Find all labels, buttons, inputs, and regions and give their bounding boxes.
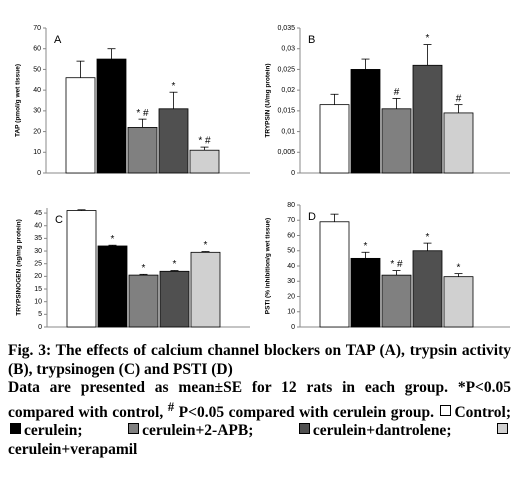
caption-note: Data are presented as mean±SE for 12 rat…	[8, 379, 511, 459]
y-tick-label: 10	[33, 149, 41, 156]
bar	[65, 77, 96, 174]
annotation: *	[457, 262, 461, 273]
y-tick-label: 30	[287, 278, 295, 285]
bar	[443, 112, 474, 174]
bar	[443, 276, 474, 328]
y-tick-label: 30	[33, 108, 41, 115]
y-axis-label: TRYPSINOGEN (ng/mg protein)	[16, 219, 23, 316]
y-tick-label: 25	[34, 261, 42, 268]
annotation: *	[172, 81, 176, 92]
bar	[319, 104, 350, 174]
annotation: *	[364, 241, 368, 252]
bar	[190, 251, 221, 328]
bar	[350, 257, 381, 328]
y-tick-label: 0,005	[277, 149, 295, 156]
y-tick-label: 0	[291, 324, 295, 331]
y-tick-label: 0,02	[281, 87, 295, 94]
y-tick-label: 30	[34, 248, 42, 255]
bar	[66, 210, 97, 328]
legend: Control; cerulein; cerulein+2-APB; cerul…	[8, 404, 511, 458]
y-tick-label: 40	[287, 263, 295, 270]
annotation: *	[142, 263, 146, 274]
legend-label: Control;	[454, 403, 511, 421]
legend-label: cerulein+2-APB;	[142, 422, 254, 440]
y-tick-label: 0,025	[277, 66, 295, 73]
y-tick-label: 5	[38, 311, 42, 318]
legend-label: cerulein+dantrolene;	[312, 422, 452, 440]
note-text: Data are presented as mean±SE for 12 rat…	[8, 379, 511, 421]
y-axis-label: TRYPSIN (U/mg protein)	[265, 63, 272, 137]
y-tick-label: 10	[287, 309, 295, 316]
note-sup: #	[167, 398, 175, 414]
y-tick-label: 20	[34, 273, 42, 280]
bar	[319, 221, 350, 328]
bar	[350, 69, 381, 174]
annotation: *	[426, 232, 430, 243]
y-tick-label: 50	[33, 66, 41, 73]
y-tick-label: 20	[287, 293, 295, 300]
caption: Fig. 3: The effects of calcium channel b…	[8, 342, 511, 459]
legend-swatch	[497, 423, 509, 435]
y-tick-label: 0,015	[277, 108, 295, 115]
y-tick-label: 0,03	[281, 46, 295, 53]
y-tick-label: 70	[33, 25, 41, 32]
bar	[412, 64, 443, 174]
y-tick-label: 20	[33, 128, 41, 135]
annotation: * #	[136, 108, 149, 119]
annotation: #	[394, 87, 400, 98]
bar	[189, 149, 220, 174]
y-tick-label: 0,01	[281, 128, 295, 135]
y-tick-label: 50	[287, 248, 295, 255]
legend-swatch	[128, 423, 140, 435]
y-tick-label: 70	[287, 217, 295, 224]
y-tick-label: 60	[33, 46, 41, 53]
y-tick-label: 10	[34, 299, 42, 306]
annotation: *	[111, 234, 115, 245]
y-axis-label: TAP (pmol/g wet tissue)	[15, 64, 22, 137]
legend-label: cerulein;	[24, 422, 83, 440]
y-axis-label: PSTI (% inhibition/g wet tissue)	[265, 218, 272, 314]
y-tick-label: 15	[34, 286, 42, 293]
panel-label: B	[308, 34, 315, 46]
bar	[381, 108, 412, 174]
y-tick-label: 80	[287, 202, 295, 209]
y-tick-label: 40	[33, 87, 41, 94]
bar	[97, 245, 128, 328]
legend-swatch	[440, 404, 452, 416]
legend-label: cerulein+verapamil	[8, 440, 138, 458]
bar	[128, 274, 159, 328]
bar	[159, 270, 190, 328]
annotation: *	[204, 240, 208, 251]
annotation: #	[456, 93, 462, 104]
bar	[158, 108, 189, 174]
panel-label: D	[308, 211, 316, 223]
y-tick-label: 0	[291, 170, 295, 177]
y-tick-label: 60	[287, 232, 295, 239]
panel-label: C	[55, 214, 63, 226]
bar	[127, 127, 158, 174]
bar	[96, 58, 127, 174]
legend-swatch	[10, 423, 21, 435]
y-tick-label: 0	[37, 170, 41, 177]
panel-label: A	[54, 34, 62, 46]
annotation: *	[173, 259, 177, 270]
y-tick-label: 0,035	[277, 25, 295, 32]
y-tick-label: 35	[34, 235, 42, 242]
y-tick-label: 40	[34, 223, 42, 230]
caption-title: Fig. 3: The effects of calcium channel b…	[8, 342, 511, 378]
legend-swatch	[298, 423, 310, 435]
annotation: *	[426, 33, 430, 44]
bar	[381, 274, 412, 328]
note-text: P<0.05 compared with cerulein group.	[174, 403, 434, 421]
y-tick-label: 45	[34, 210, 42, 217]
bar	[412, 250, 443, 328]
annotation: * #	[390, 259, 403, 270]
y-tick-label: 0	[38, 324, 42, 331]
annotation: * #	[198, 136, 211, 147]
